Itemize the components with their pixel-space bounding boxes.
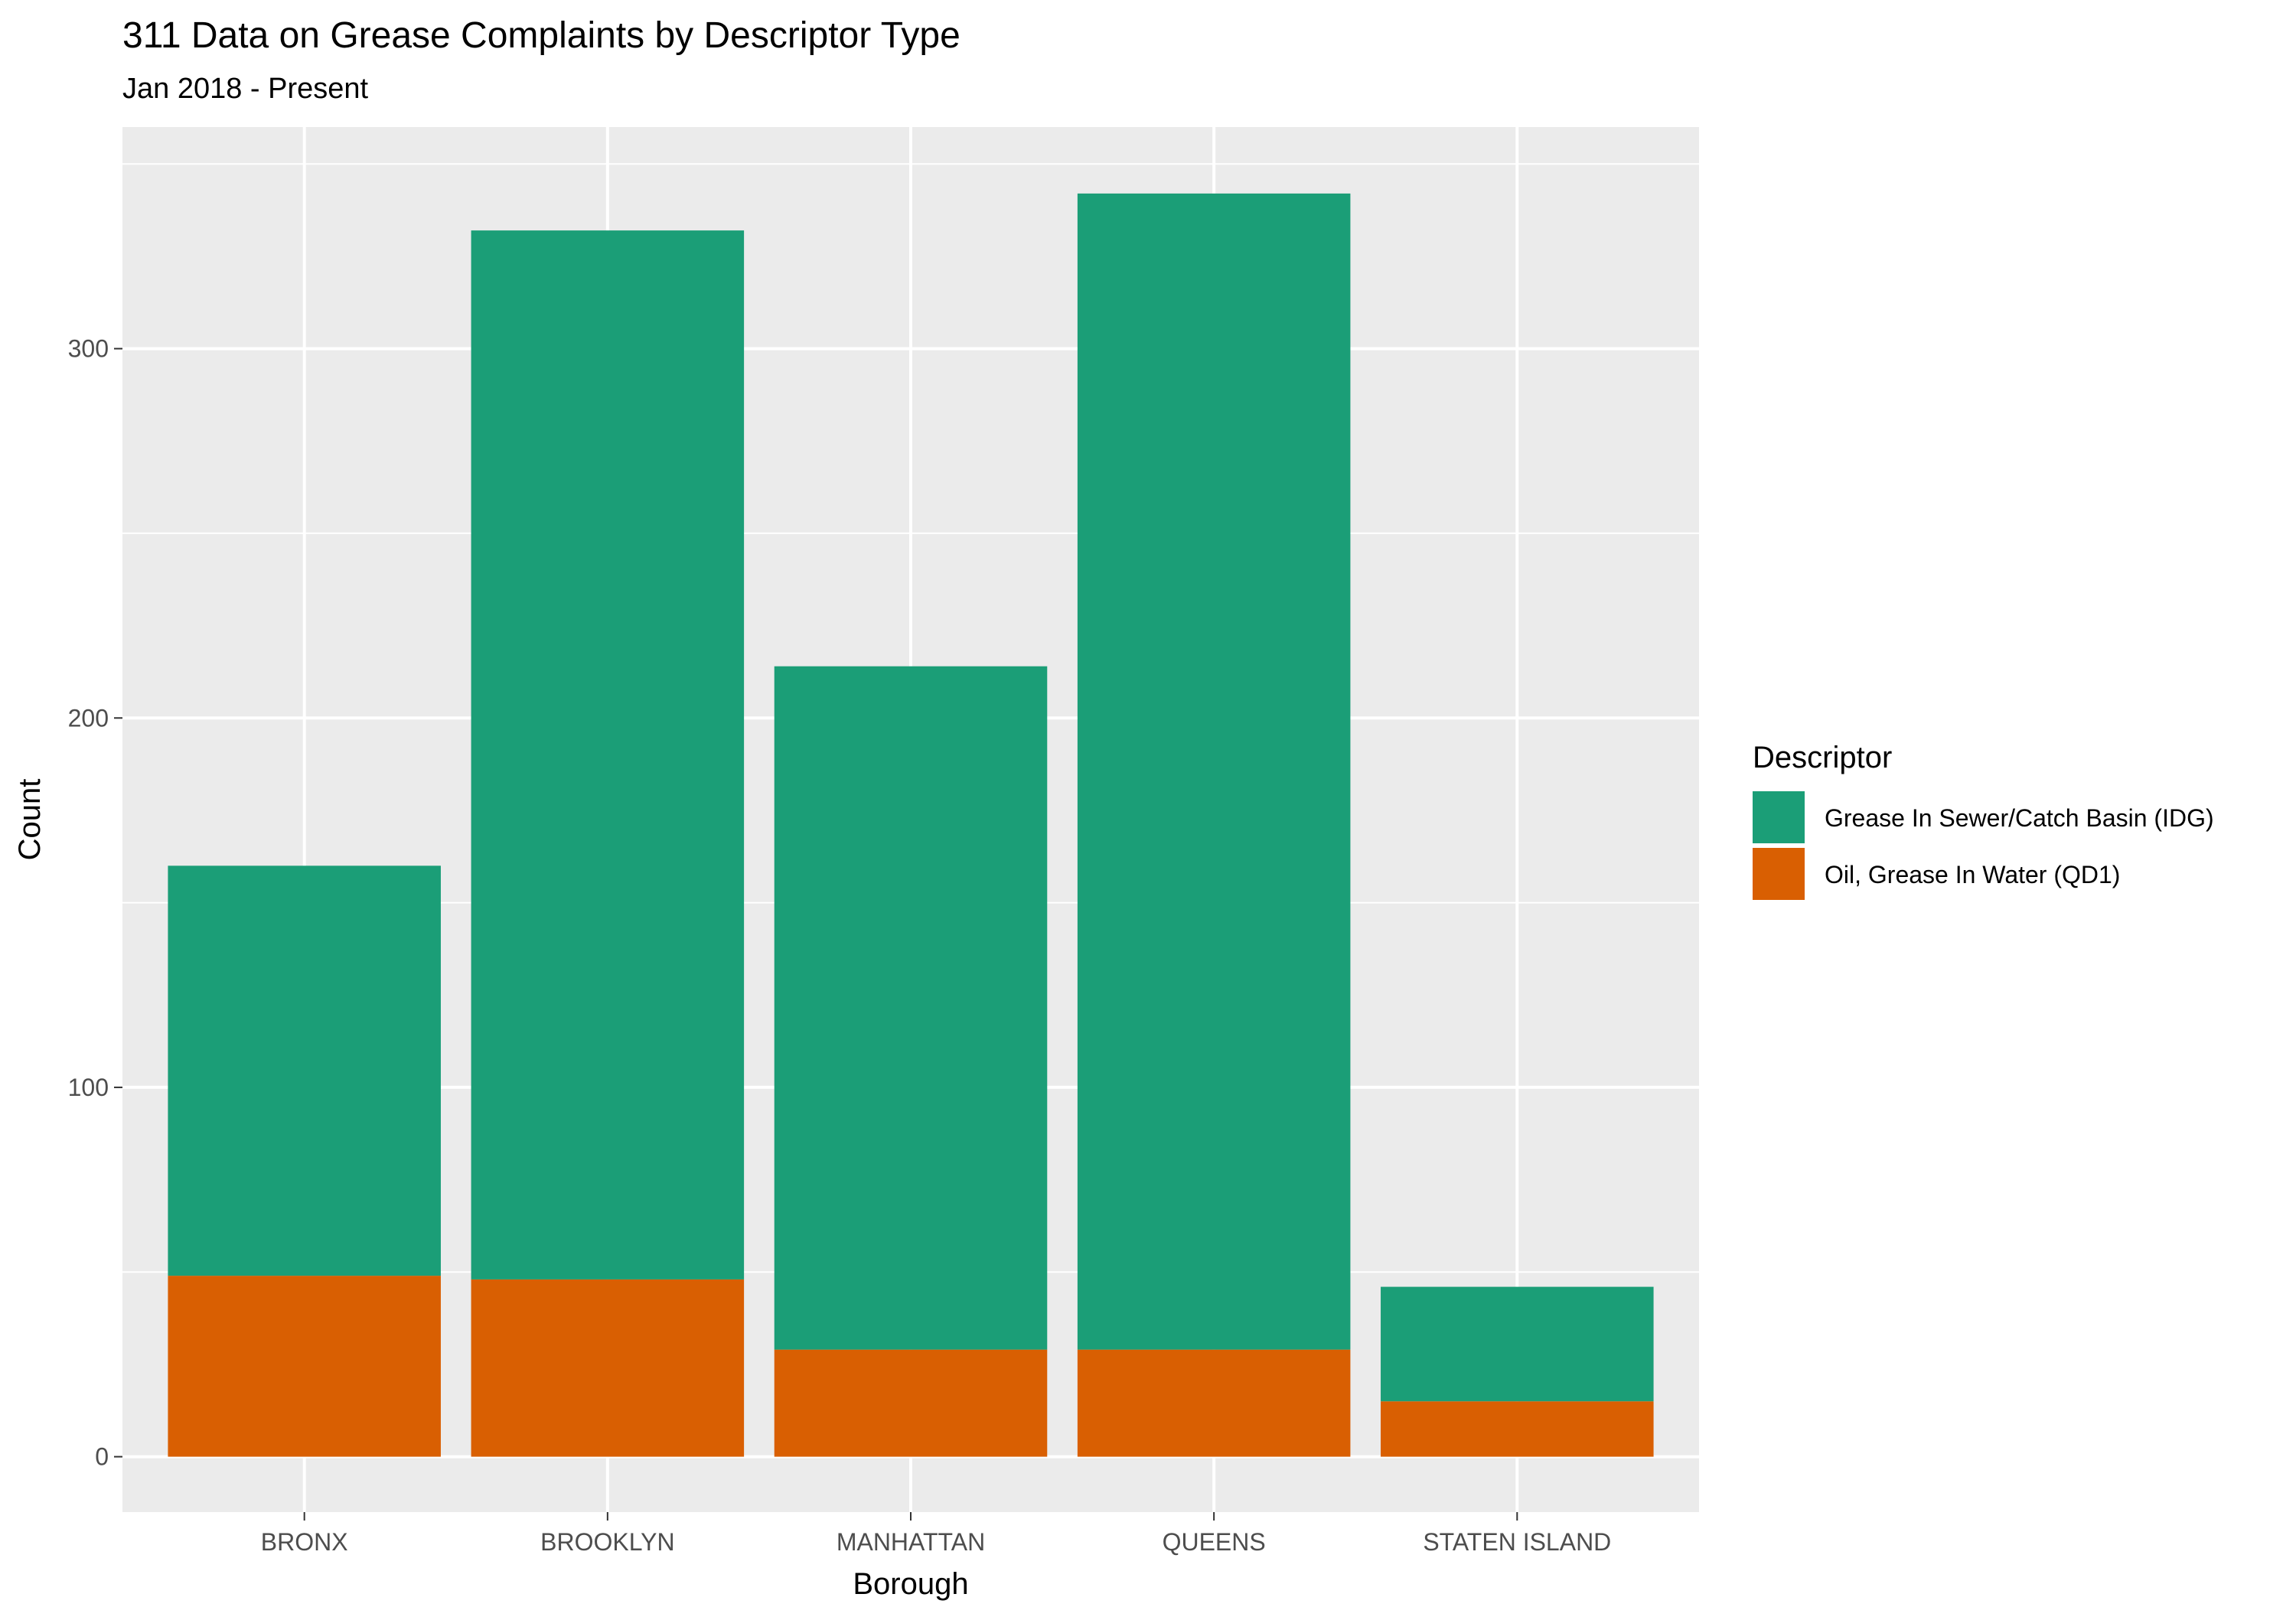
y-axis-title: Count [13, 779, 47, 861]
bar-segment [1077, 1349, 1351, 1457]
legend-label: Grease In Sewer/Catch Basin (IDG) [1825, 804, 2214, 832]
x-axis: BRONX BROOKLYN MANHATTAN QUEENS STATEN ISLAN… [261, 1512, 1611, 1556]
bar-segment [1381, 1401, 1654, 1457]
y-tick-label: 300 [68, 335, 109, 363]
bar-segment [168, 865, 441, 1276]
bar-segment [1381, 1286, 1654, 1402]
y-tick-label: 200 [68, 704, 109, 732]
x-tick-label: STATEN ISLAND [1423, 1528, 1611, 1556]
bar-segment [774, 666, 1048, 1350]
legend: Descriptor Grease In Sewer/Catch Basin (… [1753, 741, 2214, 900]
y-axis: 0 100 200 300 [68, 335, 122, 1471]
legend-label: Oil, Grease In Water (QD1) [1825, 861, 2120, 888]
y-tick-label: 100 [68, 1074, 109, 1101]
legend-key [1753, 848, 1805, 900]
x-axis-title: Borough [853, 1567, 968, 1601]
x-tick-label: BRONX [261, 1528, 348, 1556]
legend-key [1753, 791, 1805, 843]
bar-segment [774, 1349, 1048, 1457]
legend-title: Descriptor [1753, 741, 1892, 774]
chart-subtitle: Jan 2018 - Present [122, 73, 369, 105]
bar-segment [168, 1276, 441, 1457]
bar-segment [1077, 193, 1351, 1350]
y-tick-label: 0 [95, 1443, 109, 1471]
x-tick-label: MANHATTAN [837, 1528, 985, 1556]
bar-segment [471, 230, 745, 1279]
x-tick-label: BROOKLYN [540, 1528, 674, 1556]
x-tick-label: QUEENS [1163, 1528, 1266, 1556]
bar-segment [471, 1279, 745, 1457]
bars [168, 193, 1654, 1457]
chart-title: 311 Data on Grease Complaints by Descrip… [122, 15, 960, 56]
